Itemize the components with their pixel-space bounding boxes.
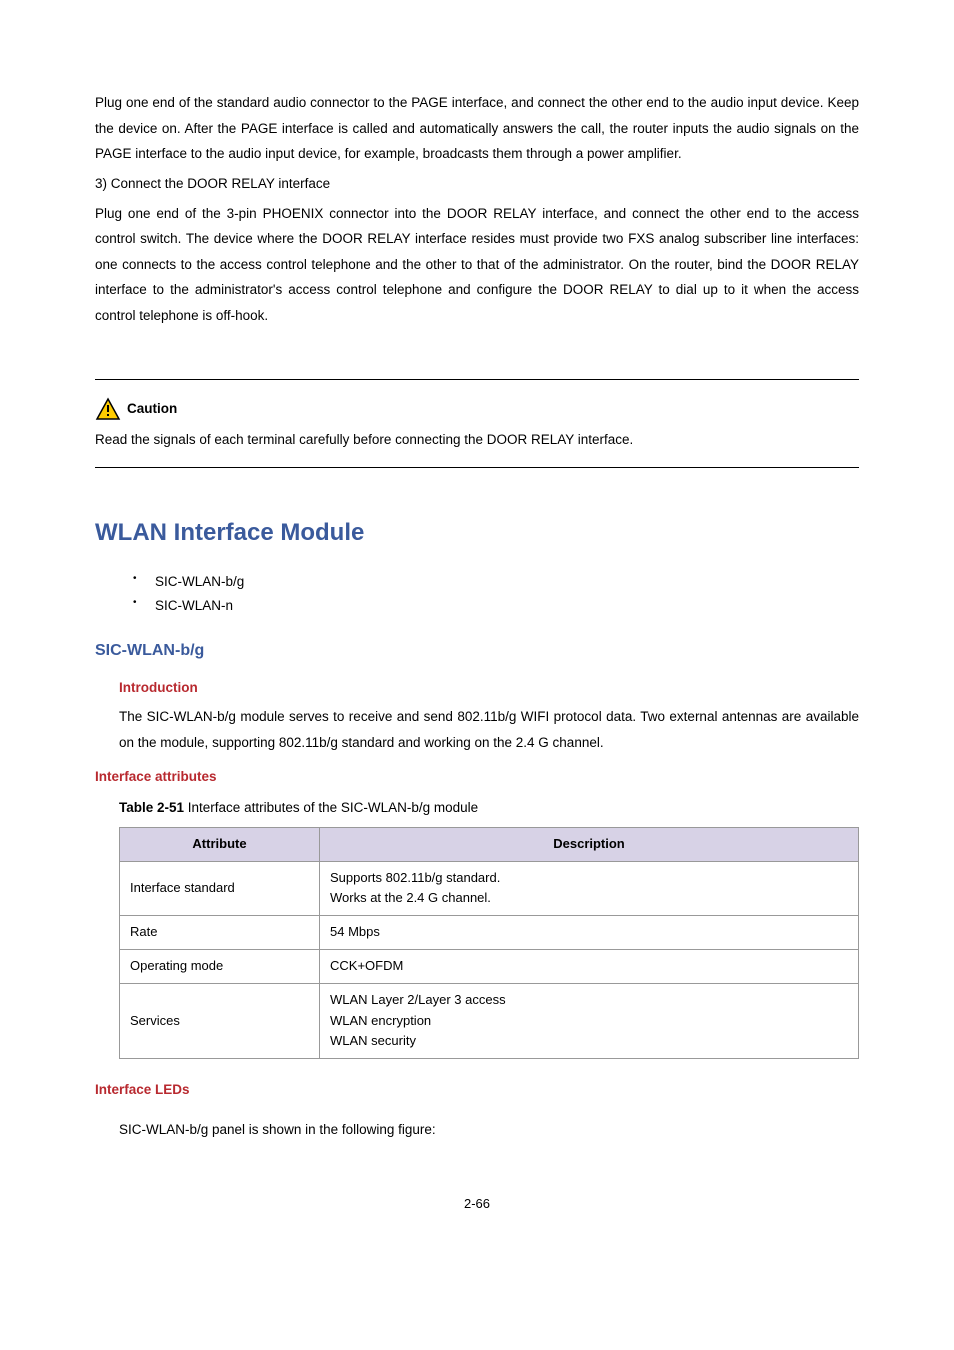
introduction-block: The SIC-WLAN-b/g module serves to receiv… [95, 704, 859, 755]
leds-block: SIC-WLAN-b/g panel is shown in the follo… [95, 1117, 859, 1143]
caution-text: Read the signals of each terminal carefu… [95, 427, 859, 453]
section-title-wlan-module: WLAN Interface Module [95, 510, 859, 556]
table-header-attribute: Attribute [120, 827, 320, 861]
table-cell-attribute: Operating mode [120, 950, 320, 984]
table-caption-text: Interface attributes of the SIC-WLAN-b/g… [184, 800, 478, 815]
page-number: 2-66 [95, 1192, 859, 1217]
table-cell-attribute: Services [120, 983, 320, 1058]
table-caption-number: Table 2-51 [119, 800, 184, 815]
caution-header: Caution [95, 396, 859, 422]
introduction-text: The SIC-WLAN-b/g module serves to receiv… [119, 704, 859, 755]
table-header-row: Attribute Description [120, 827, 859, 861]
table-row: Rate54 Mbps [120, 916, 859, 950]
attributes-table: Attribute Description Interface standard… [119, 827, 859, 1059]
table-cell-description: Supports 802.11b/g standard.Works at the… [320, 861, 859, 916]
module-bullet-list: SIC-WLAN-b/g SIC-WLAN-n [95, 570, 859, 619]
heading-interface-leds: Interface LEDs [95, 1077, 859, 1103]
caution-icon [95, 397, 121, 421]
table-cell-description: CCK+OFDM [320, 950, 859, 984]
table-cell-attribute: Rate [120, 916, 320, 950]
list-item: SIC-WLAN-n [133, 594, 859, 618]
table-row: Operating modeCCK+OFDM [120, 950, 859, 984]
table-caption: Table 2-51 Interface attributes of the S… [95, 795, 859, 821]
table-cell-description: 54 Mbps [320, 916, 859, 950]
table-row: Interface standardSupports 802.11b/g sta… [120, 861, 859, 916]
heading-introduction: Introduction [95, 675, 859, 701]
table-row: ServicesWLAN Layer 2/Layer 3 accessWLAN … [120, 983, 859, 1058]
subsection-title-sic-wlan-bg: SIC-WLAN-b/g [95, 636, 859, 666]
list-item: SIC-WLAN-b/g [133, 570, 859, 594]
numbered-step-3: 3) Connect the DOOR RELAY interface [95, 171, 859, 197]
table-cell-description: WLAN Layer 2/Layer 3 accessWLAN encrypti… [320, 983, 859, 1058]
caution-block: Caution Read the signals of each termina… [95, 379, 859, 468]
leds-text: SIC-WLAN-b/g panel is shown in the follo… [119, 1117, 859, 1143]
heading-interface-attributes: Interface attributes [95, 764, 859, 790]
paragraph-door-relay: Plug one end of the 3-pin PHOENIX connec… [95, 201, 859, 329]
table-header-description: Description [320, 827, 859, 861]
table-cell-attribute: Interface standard [120, 861, 320, 916]
paragraph-page-connector: Plug one end of the standard audio conne… [95, 90, 859, 167]
caution-label: Caution [127, 396, 177, 422]
